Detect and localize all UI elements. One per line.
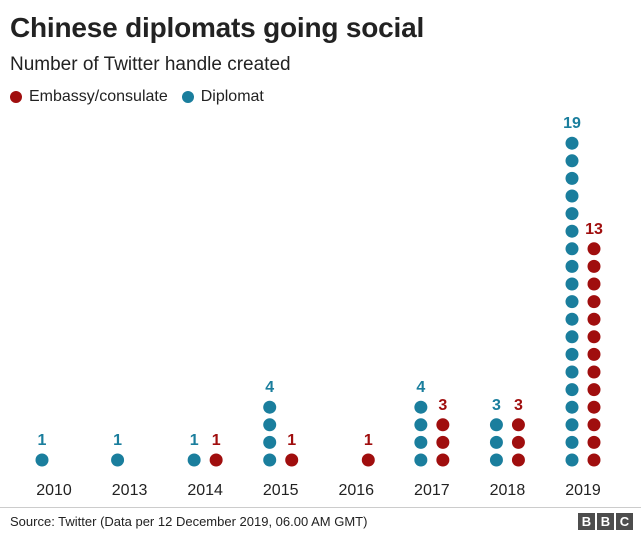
x-tick-label: 2010 [36,482,72,499]
dot-diplomat [111,453,125,467]
x-tick-label: 2018 [490,482,526,499]
dot-embassy [587,312,601,326]
count-label-embassy: 1 [212,432,221,449]
dot-diplomat [565,347,579,361]
x-tick-label: 2017 [414,482,450,499]
dot-diplomat [263,400,277,414]
dot-diplomat [489,435,503,449]
bbc-logo-letter: C [616,513,633,530]
dot-diplomat [565,259,579,273]
legend-item-embassy: Embassy/consulate [10,88,168,106]
dot-diplomat [565,435,579,449]
bbc-logo: B B C [576,513,633,530]
count-label-diplomat: 1 [113,432,122,449]
dot-diplomat [263,453,277,467]
x-tick-label: 2015 [263,482,299,499]
dot-embassy [587,242,601,256]
legend-swatch-diplomat [181,91,194,103]
dot-diplomat [565,136,579,150]
dot-diplomat [565,418,579,432]
dot-diplomat [565,224,579,238]
dot-embassy [209,453,223,467]
dot-embassy [436,418,450,432]
dot-embassy [436,453,450,467]
dot-embassy [285,453,299,467]
count-label-diplomat: 19 [563,115,581,132]
dot-embassy [587,400,601,414]
dot-diplomat [35,453,49,467]
dot-diplomat [565,453,579,467]
dot-embassy [436,435,450,449]
dot-diplomat [489,418,503,432]
dot-diplomat [263,435,277,449]
bbc-logo-letter: B [597,513,614,530]
legend-swatch-embassy [10,91,22,103]
legend-item-diplomat: Diplomat [181,88,264,106]
x-tick-label: 2014 [187,482,223,499]
source-note: Source: Twitter (Data per 12 December 20… [10,514,368,529]
dot-diplomat [565,295,579,309]
count-label-embassy: 1 [287,432,296,449]
dot-diplomat [565,330,579,344]
count-label-embassy: 3 [438,397,447,414]
count-label-diplomat: 1 [190,432,199,449]
dot-diplomat [414,453,428,467]
legend-label-diplomat: Diplomat [200,88,264,105]
chart-title: Chinese diplomats going social [10,12,425,43]
chart-subtitle: Number of Twitter handle created [10,54,291,75]
legend-label-embassy: Embassy/consulate [29,88,168,105]
dot-diplomat [489,453,503,467]
dot-embassy [587,277,601,291]
dot-embassy [361,453,375,467]
dot-embassy [587,259,601,273]
dot-diplomat [565,171,579,185]
dot-diplomat [565,242,579,256]
dot-diplomat [565,154,579,168]
dot-embassy [587,418,601,432]
count-label-diplomat: 3 [492,397,501,414]
x-tick-label: 2019 [565,482,601,499]
legend: Embassy/consulate Diplomat [10,88,278,106]
dot-embassy [587,383,601,397]
dot-diplomat [565,189,579,203]
dot-embassy [587,453,601,467]
count-label-diplomat: 4 [416,379,425,396]
count-label-diplomat: 1 [38,432,47,449]
dot-embassy [587,435,601,449]
dot-embassy [587,347,601,361]
dot-embassy [587,365,601,379]
dot-diplomat [565,312,579,326]
dot-diplomat [187,453,201,467]
dot-diplomat [565,207,579,221]
x-tick-label: 2013 [112,482,148,499]
dot-diplomat [565,277,579,291]
dot-embassy [511,435,525,449]
dot-embassy [587,295,601,309]
dot-embassy [511,418,525,432]
footer-divider [0,507,641,508]
dot-embassy [587,330,601,344]
bbc-logo-letter: B [578,513,595,530]
x-tick-label: 2016 [338,482,374,499]
dot-diplomat [414,400,428,414]
dot-diplomat [565,365,579,379]
dot-diplomat [414,418,428,432]
count-label-embassy: 3 [514,397,523,414]
count-label-embassy: 1 [364,432,373,449]
count-label-diplomat: 4 [265,379,274,396]
dot-diplomat [414,435,428,449]
dot-embassy [511,453,525,467]
count-label-embassy: 13 [585,221,603,238]
dot-diplomat [565,400,579,414]
dot-diplomat [263,418,277,432]
dot-diplomat [565,383,579,397]
